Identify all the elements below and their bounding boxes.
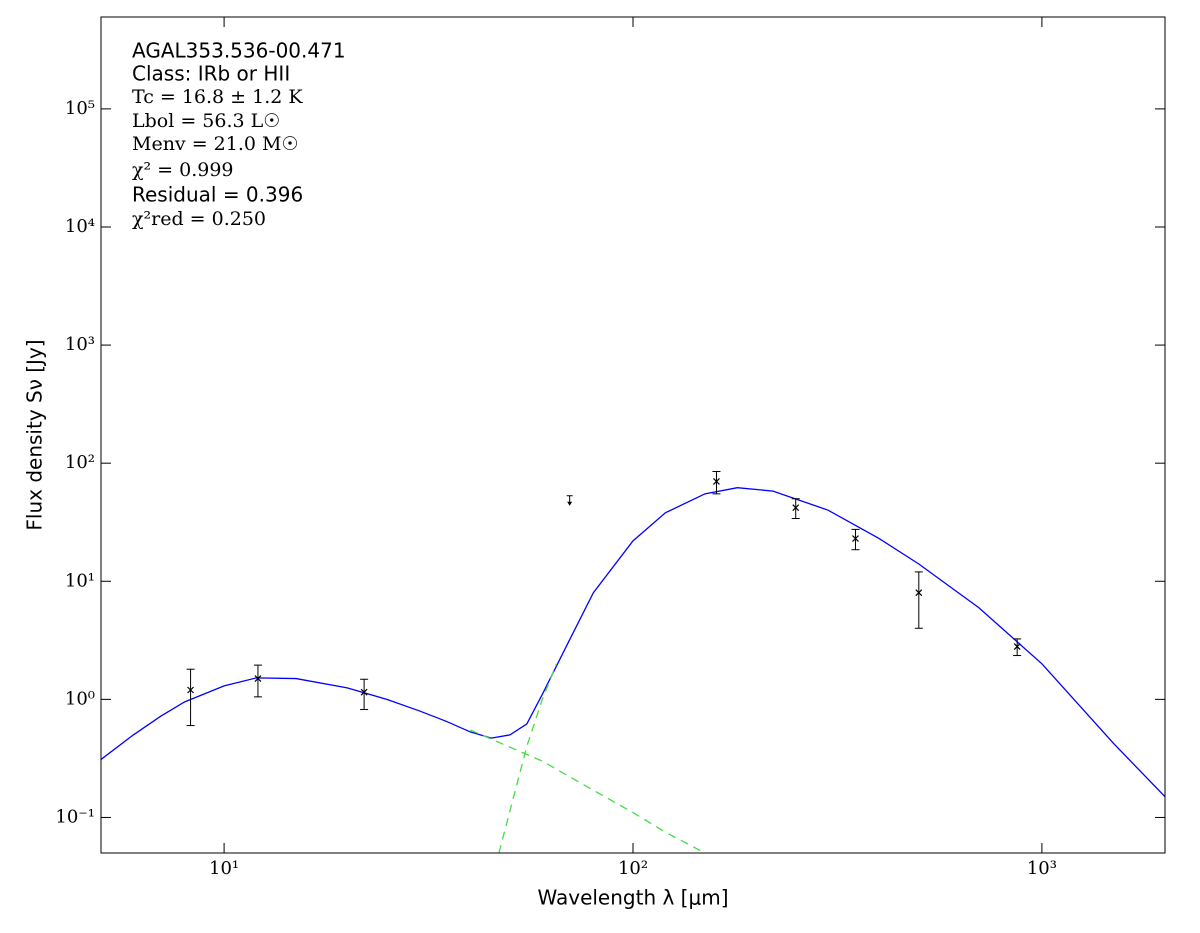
annotation: AGAL353.536-00.471 [132, 39, 346, 63]
y-tick-label: 10² [65, 452, 95, 473]
y-tick-label: 10³ [65, 334, 95, 355]
y-tick-label: 10¹ [65, 570, 95, 591]
model-curve [470, 729, 706, 853]
upper-limit-arrow [567, 501, 573, 506]
y-tick-label: 10⁴ [65, 216, 95, 237]
annotation: Lbol = 56.3 L☉ [132, 110, 280, 132]
data-point [852, 535, 859, 542]
annotation: Residual = 0.396 [132, 183, 303, 207]
y-axis-label: Flux density Sν [Jy] [23, 339, 47, 530]
x-tick-label: 10¹ [209, 858, 239, 879]
data-point [915, 589, 923, 597]
annotation: Tc = 16.8 ± 1.2 K [132, 86, 303, 108]
data-point [360, 688, 368, 696]
annotation: Class: IRb or HII [132, 62, 290, 86]
data-point [254, 675, 262, 682]
x-tick-label: 10² [618, 858, 648, 879]
plot-area [101, 471, 1165, 853]
plot-frame [100, 16, 1166, 854]
data-point [187, 686, 194, 694]
y-tick-label: 10⁵ [65, 98, 95, 119]
annotation: Menv = 21.0 M☉ [132, 133, 299, 155]
data-point [713, 478, 720, 485]
data-point [1013, 643, 1021, 650]
x-tick-label: 10³ [1027, 858, 1057, 879]
model-curve [101, 487, 1165, 798]
model-curve [498, 663, 558, 853]
annotation: χ² = 0.999 [132, 159, 234, 181]
annotation: χ²red = 0.250 [132, 208, 266, 230]
y-tick-label: 10⁻¹ [55, 806, 95, 827]
y-tick-label: 10⁰ [65, 688, 95, 709]
x-axis-label: Wavelength λ [μm] [537, 886, 728, 910]
data-point [792, 504, 800, 512]
